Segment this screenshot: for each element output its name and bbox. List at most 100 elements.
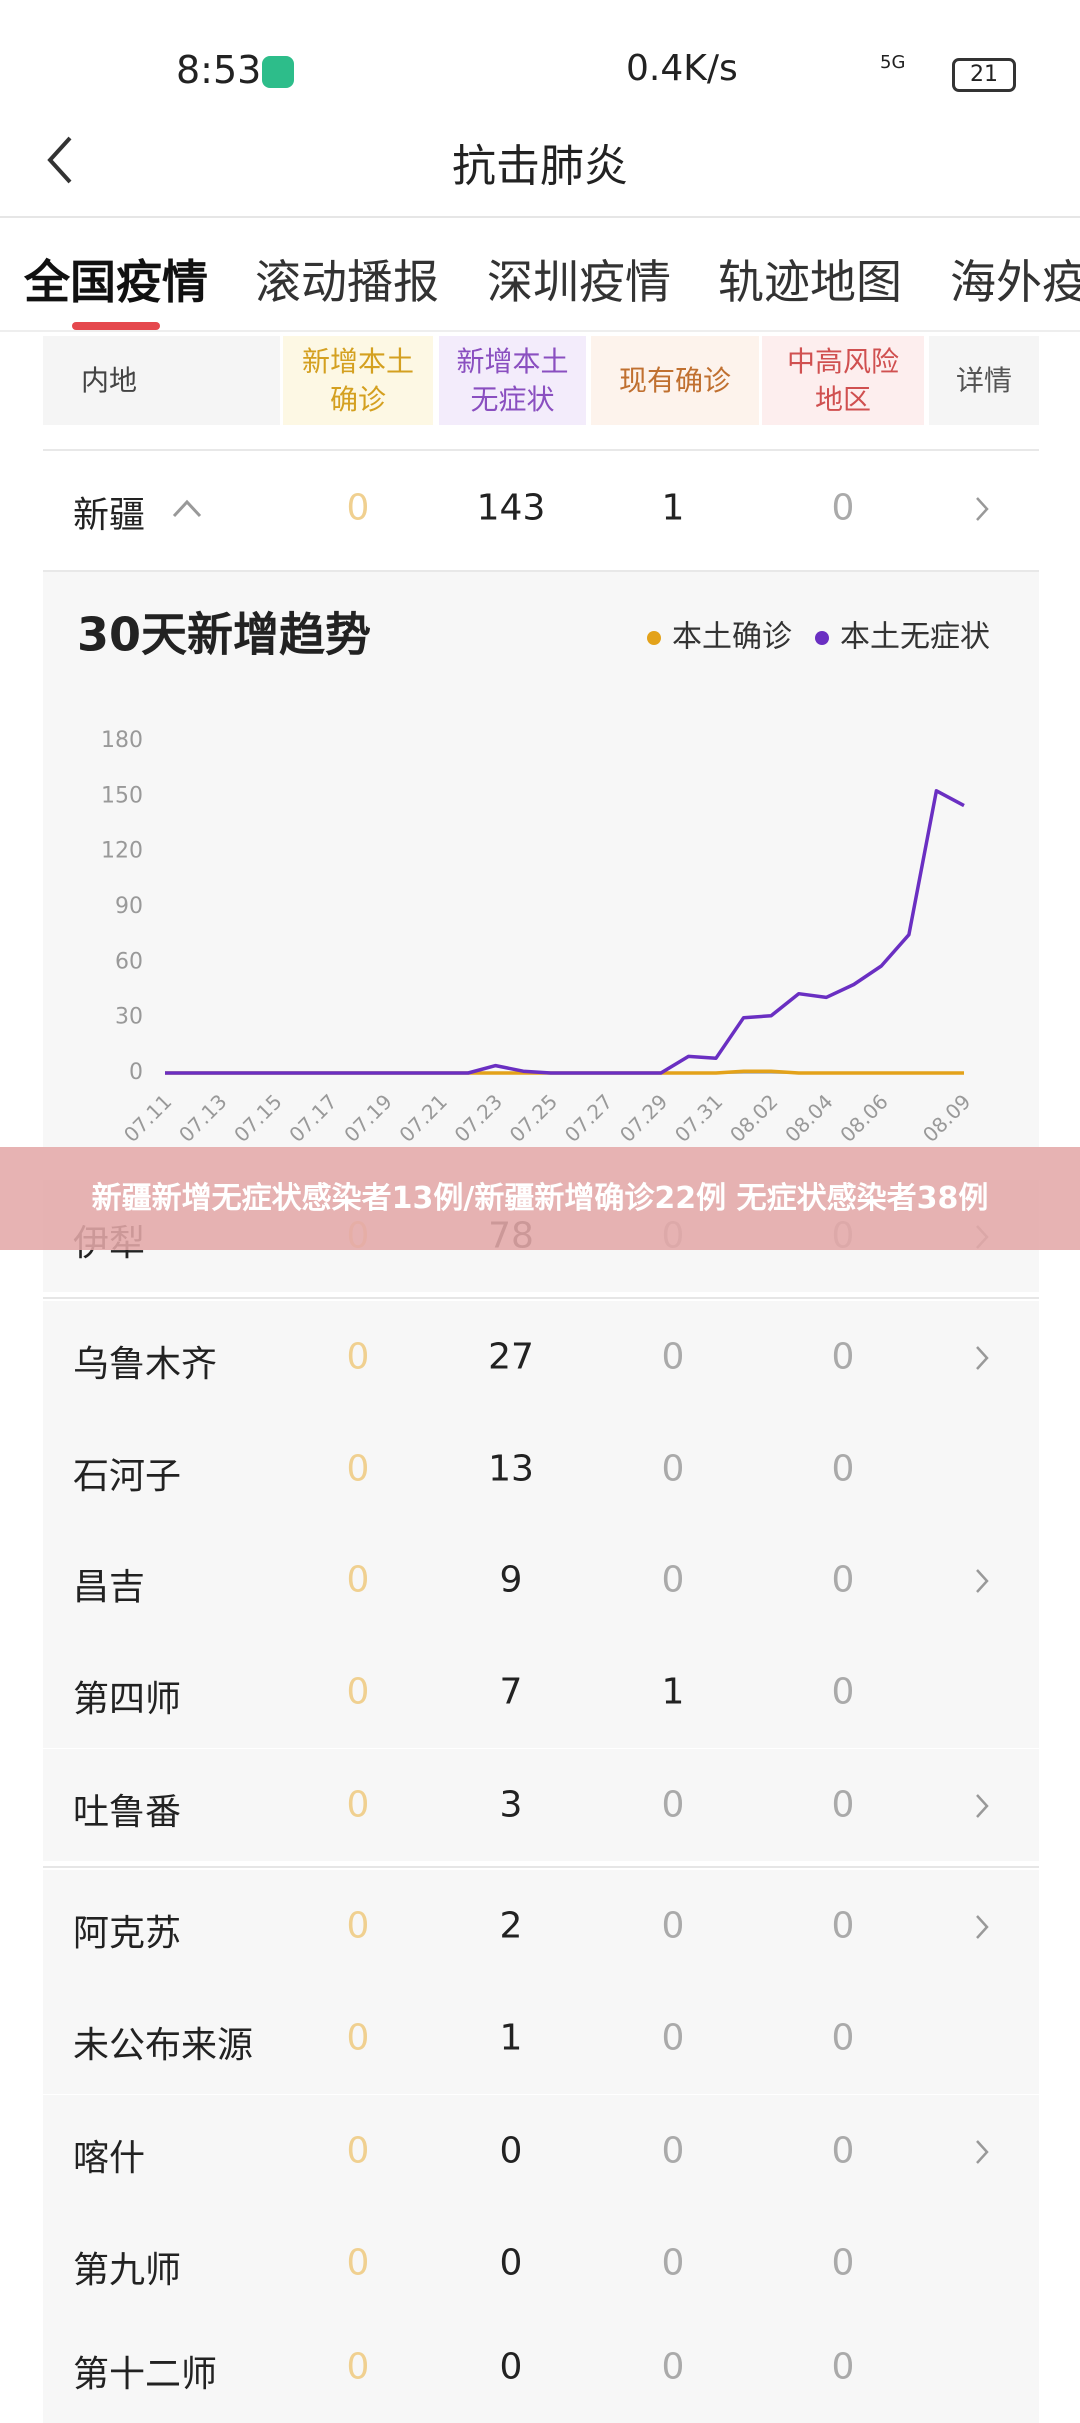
row-name: 喀什 [73,2138,146,2179]
divider [43,1296,1039,1299]
header-text: 内地 [81,363,138,397]
banner-text: 新疆新增无症状感染者13例/新疆新增确诊22例 无症状感染者38例 [91,1180,989,1216]
row-bg [43,2095,1039,2207]
legend-label: 本土无症状 [840,620,990,655]
tab[interactable]: 全国疫情 [24,255,208,309]
row-value: 0 [346,1905,370,1947]
header-cell: 现有确诊 [591,336,759,425]
detail-chevron[interactable] [972,1791,992,1821]
row-bg [43,2207,1039,2319]
header-cell: 新增本土 确诊 [283,336,433,425]
divider [0,216,1080,218]
x-tick-label: 08.06 [835,1089,892,1146]
row-value: 0 [499,2346,523,2388]
row-value: 0 [346,1448,370,1490]
divider [43,449,1039,451]
row-name: 阿克苏 [73,1913,182,1954]
battery: 21 [952,58,1016,92]
network-speed: 0.4K/s [626,48,738,89]
detail-chevron[interactable] [972,1912,992,1942]
data-line [165,789,965,1075]
chart-card [43,572,1039,1147]
tab[interactable]: 轨迹地图 [718,255,902,309]
row-value: 27 [488,1336,534,1378]
y-tick-label: 120 [101,839,143,864]
row-name: 未公布来源 [73,2025,254,2066]
x-tick-label: 07.19 [339,1089,396,1146]
detail-chevron[interactable] [972,494,992,524]
row-value: 0 [831,2130,855,2172]
row-value: 0 [346,487,370,529]
row-bg [43,1982,1039,2094]
status-time: 8:53 [176,48,262,92]
row-name: 石河子 [73,1456,182,1497]
page-title: 抗击肺炎 [452,141,628,192]
x-tick-label: 07.21 [394,1089,451,1146]
collapse-arrow[interactable] [170,496,204,520]
signal-label: 5G [880,52,906,73]
row-value: 0 [831,1784,855,1826]
row-value: 0 [831,2346,855,2388]
row-value: 0 [346,2346,370,2388]
detail-chevron[interactable] [972,1566,992,1596]
header-cell: 内地 [43,336,280,425]
tab[interactable]: 滚动播报 [255,255,439,309]
x-tick-label: 07.31 [670,1089,727,1146]
tab-indicator [72,322,160,330]
row-value: 2 [499,1905,523,1947]
row-value: 0 [661,1336,685,1378]
row-value: 9 [499,1559,523,1601]
x-tick-label: 07.13 [174,1089,231,1146]
detail-chevron[interactable] [972,2137,992,2167]
x-tick-label: 08.04 [780,1089,837,1146]
divider [43,570,1039,572]
row-value: 7 [499,1671,523,1713]
x-tick-label: 07.23 [450,1089,507,1146]
row-value: 0 [831,1559,855,1601]
row-value: 0 [346,1784,370,1826]
row-name: 第九师 [73,2250,182,2291]
row-name: 新疆 [73,495,146,536]
row-bg [43,1524,1039,1636]
row-value: 0 [346,1336,370,1378]
x-tick-label: 08.02 [725,1089,782,1146]
y-tick-label: 0 [129,1060,143,1085]
x-tick-label: 08.09 [918,1089,975,1146]
row-value: 1 [499,2017,523,2059]
row-value: 0 [661,1559,685,1601]
tab[interactable]: 深圳疫情 [487,255,671,309]
back-button[interactable] [40,130,90,190]
row-value: 0 [831,1905,855,1947]
row-value: 0 [346,2017,370,2059]
chart-title: 30天新增趋势 [77,608,371,662]
row-value: 0 [661,2130,685,2172]
row-value: 0 [346,2130,370,2172]
row-value: 0 [661,2242,685,2284]
header-text: 现有确诊 [618,363,731,397]
banner: 新疆新增无症状感染者13例/新疆新增确诊22例 无症状感染者38例 [0,1147,1080,1250]
row-value: 13 [488,1448,534,1490]
divider [43,1865,1039,1868]
header-text: 无症状 [470,382,555,416]
tab[interactable]: 海外疫 [950,255,1080,309]
row-value: 3 [499,1784,523,1826]
header-text: 确诊 [329,382,386,416]
legend-marker [647,631,661,645]
row-value: 0 [831,2017,855,2059]
y-tick-label: 150 [101,783,143,808]
row-value: 0 [831,1336,855,1378]
row-name: 第四师 [73,1679,182,1720]
y-tick-label: 60 [115,949,143,974]
row-value: 0 [499,2130,523,2172]
detail-chevron[interactable] [972,1343,992,1373]
row-value: 0 [661,2346,685,2388]
x-tick-label: 07.11 [119,1089,176,1146]
row-value: 0 [831,487,855,529]
header-text: 详情 [955,363,1012,397]
row-value: 0 [831,2242,855,2284]
row-value: 0 [661,1448,685,1490]
row-value: 0 [661,2017,685,2059]
header-text: 地区 [814,382,871,416]
